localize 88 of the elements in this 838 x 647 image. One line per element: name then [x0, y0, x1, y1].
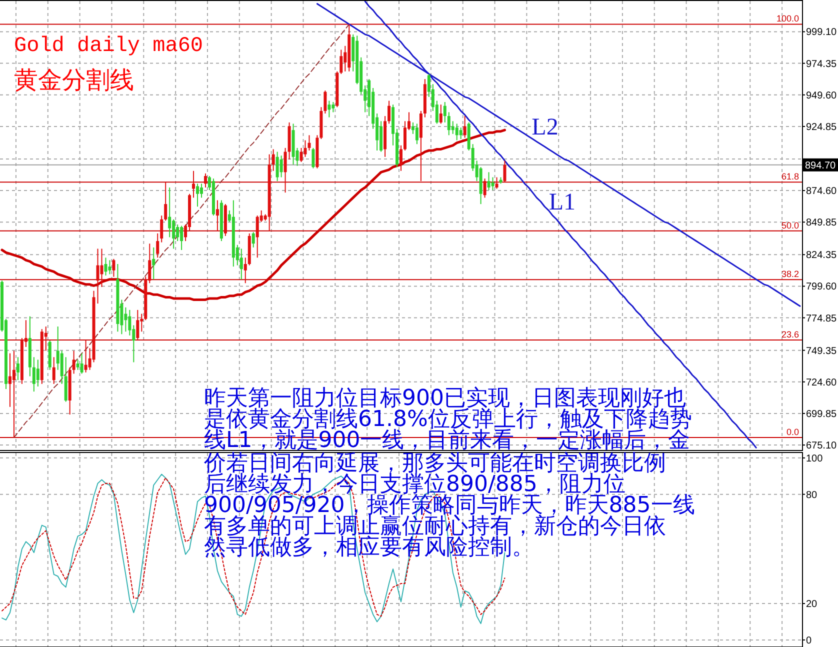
ref-line-label: 100.0: [776, 14, 799, 24]
candlestick: [80, 352, 84, 374]
candlestick: [332, 102, 335, 113]
candlestick: [400, 144, 402, 172]
candlestick: [12, 350, 16, 438]
y-tick-label: 749.35: [806, 346, 838, 357]
candlestick: [164, 182, 168, 222]
candlestick: [60, 350, 64, 384]
candlestick: [284, 147, 287, 194]
y-tick-label: 699.85: [806, 408, 838, 420]
candlestick: [240, 248, 243, 280]
y-tick-label: 999.10: [806, 27, 838, 38]
candlestick: [491, 176, 494, 191]
candlestick: [324, 90, 327, 114]
candlestick: [503, 160, 506, 183]
candlestick: [196, 183, 200, 208]
candlestick: [244, 257, 247, 284]
y-tick-label: 774.85: [806, 313, 838, 324]
y-tick-label: 924.85: [806, 122, 838, 133]
candlestick: [32, 356, 36, 392]
text: 黄金分割线: [14, 67, 134, 94]
candlestick: [280, 155, 283, 178]
y-tick-label: 724.60: [806, 377, 838, 388]
candlestick: [96, 248, 100, 304]
candlestick: [172, 218, 176, 250]
text: Gold daily ma60: [14, 35, 204, 58]
y-tick-label: 80: [806, 490, 818, 501]
y-tick-label: 0: [806, 635, 812, 646]
ref-line-label: 0.0: [786, 427, 799, 438]
candlestick: [112, 258, 116, 278]
candlestick: [463, 116, 466, 138]
candlestick: [487, 172, 490, 191]
ref-line-label: 61.8: [781, 172, 799, 182]
candlestick: [308, 134, 311, 151]
candlestick: [200, 183, 203, 198]
ref-line-label: 50.0: [781, 220, 799, 230]
candlestick: [455, 123, 458, 141]
candlestick: [180, 225, 184, 250]
candlestick: [304, 140, 307, 158]
candlestick: [276, 151, 279, 182]
y-tick-label: 799.60: [806, 282, 838, 293]
candlestick: [204, 172, 207, 188]
candlestick: [136, 309, 140, 342]
candlestick: [52, 356, 56, 384]
candlestick: [108, 260, 112, 275]
y-tick-label: 849.85: [806, 218, 838, 229]
candlestick: [272, 148, 275, 172]
candlestick: [388, 100, 391, 124]
candlestick: [160, 215, 164, 243]
candlestick: [483, 178, 486, 198]
annotation: 894.70: [805, 160, 836, 172]
ref-line-label: 38.2: [781, 269, 799, 280]
candlestick: [168, 186, 172, 238]
candlestick: [495, 176, 498, 190]
candlestick: [72, 350, 76, 374]
candlestick: [36, 359, 40, 387]
candlestick: [340, 49, 343, 74]
y-tick-label: 974.35: [806, 58, 838, 70]
candlestick: [328, 100, 331, 118]
candlestick: [447, 112, 450, 136]
candlestick: [415, 123, 418, 145]
candlestick: [192, 170, 196, 198]
candlestick: [176, 224, 180, 242]
candlestick: [256, 215, 259, 258]
candlestick: [104, 257, 108, 276]
series-label: L1: [548, 189, 576, 216]
candlestick: [252, 232, 255, 248]
candlestick: [76, 359, 80, 370]
candlestick: [156, 232, 160, 258]
candlestick: [216, 200, 219, 232]
y-tick-label: 20: [806, 599, 818, 610]
candlestick: [459, 127, 462, 140]
candlestick: [312, 147, 315, 169]
ref-line-label: 23.6: [781, 329, 799, 340]
candlestick: [443, 102, 446, 123]
candlestick: [439, 104, 442, 124]
y-tick-label: 874.60: [806, 186, 838, 198]
candlestick: [8, 352, 12, 408]
candlestick: [84, 340, 88, 373]
y-tick-label: 824.35: [806, 250, 838, 262]
series-label: L2: [532, 114, 558, 140]
candlestick: [403, 120, 406, 151]
candlestick: [152, 246, 156, 280]
y-tick-label: 675.10: [806, 440, 838, 452]
y-tick-label: 100: [806, 453, 824, 464]
y-tick-label: 949.60: [806, 90, 838, 102]
candlestick: [16, 356, 20, 381]
candlestick: [124, 306, 128, 332]
